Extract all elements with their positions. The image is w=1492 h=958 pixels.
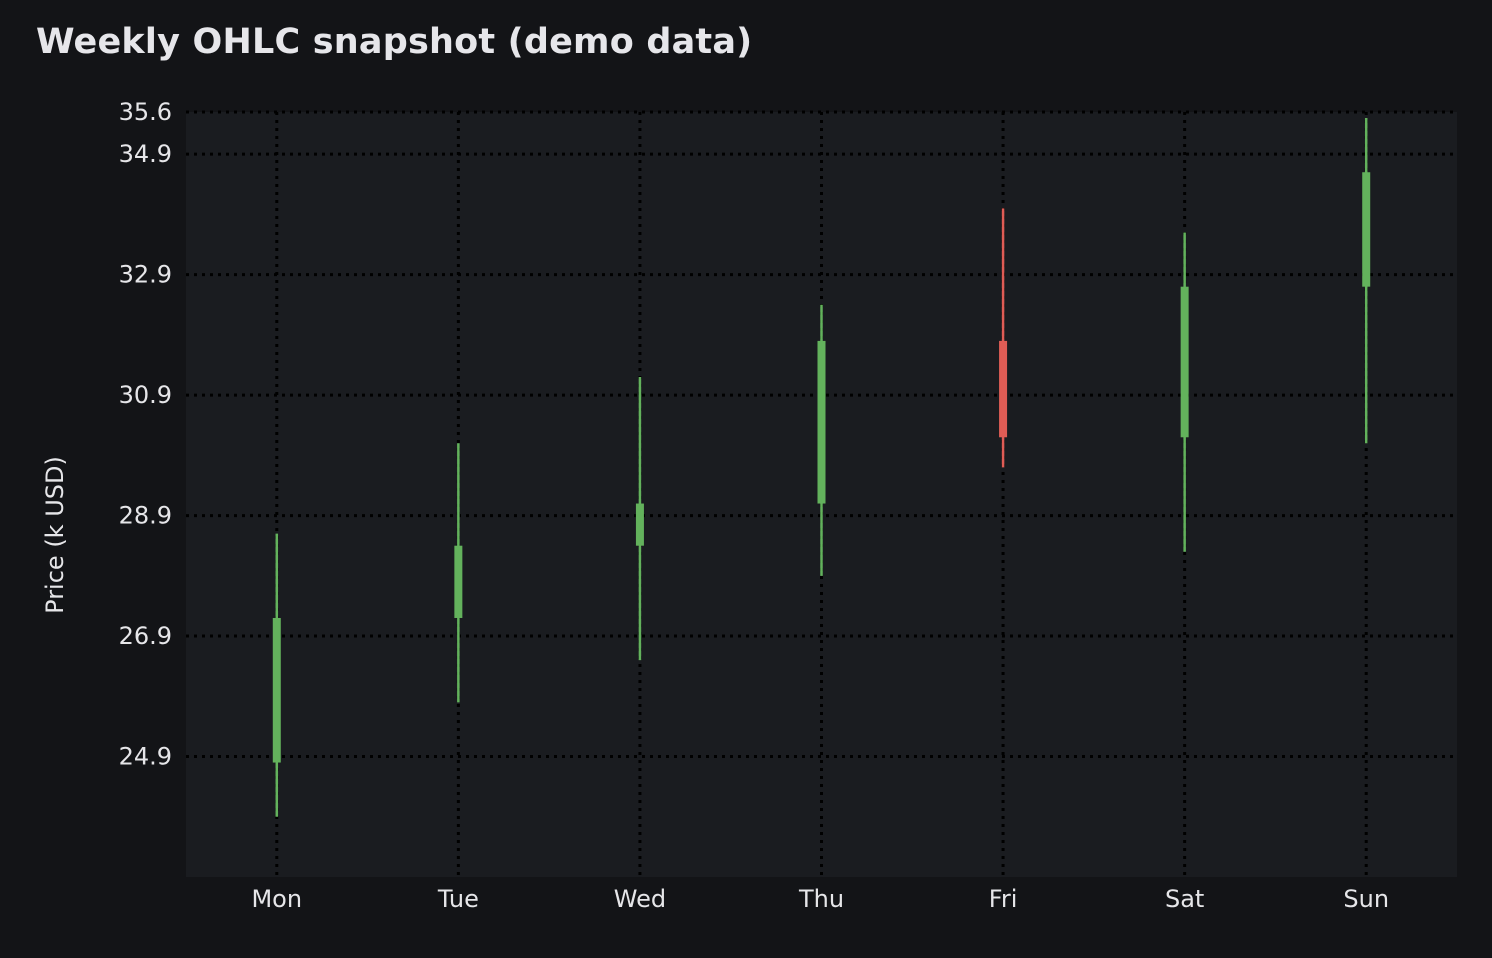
- x-tick-label: Sun: [1343, 885, 1389, 913]
- candle-body-fri: [999, 340, 1008, 438]
- y-tick-label: 35.6: [119, 98, 172, 126]
- chart-title: Weekly OHLC snapshot (demo data): [36, 22, 753, 62]
- candle-body-thu: [817, 340, 826, 504]
- candle-body-sat: [1180, 286, 1189, 438]
- x-tick-label: Sat: [1165, 885, 1204, 913]
- y-tick-label: 24.9: [119, 743, 172, 771]
- y-tick-label: 32.9: [119, 261, 172, 289]
- x-tick-label: Wed: [614, 885, 666, 913]
- x-tick-label: Fri: [989, 885, 1018, 913]
- y-tick-label: 34.9: [119, 140, 172, 168]
- y-tick-label: 26.9: [119, 622, 172, 650]
- candle-body-tue: [454, 545, 463, 618]
- x-tick-label: Mon: [251, 885, 302, 913]
- y-tick-label: 30.9: [119, 381, 172, 409]
- x-tick-label: Thu: [798, 885, 844, 913]
- candle-body-wed: [635, 503, 644, 546]
- candle-body-mon: [272, 617, 281, 763]
- x-tick-label: Tue: [437, 885, 479, 913]
- y-tick-label: 28.9: [119, 502, 172, 530]
- candle-body-sun: [1362, 172, 1371, 287]
